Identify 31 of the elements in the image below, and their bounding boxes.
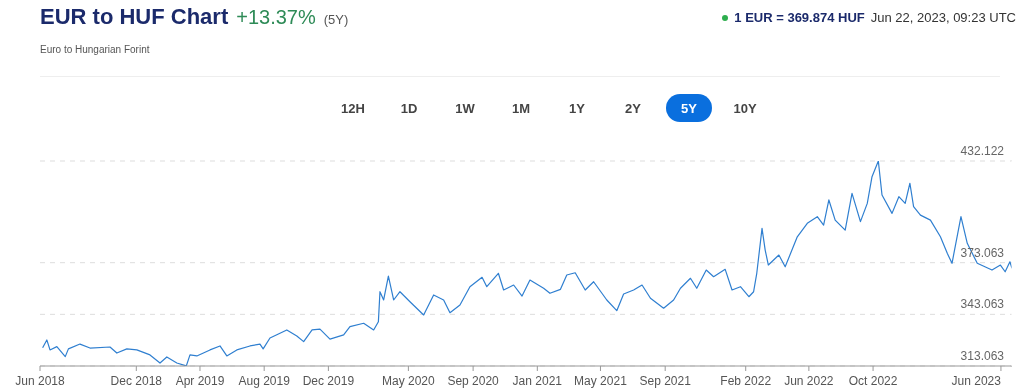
chart-subtitle: Euro to Hungarian Forint [40, 44, 150, 55]
text: 12H [340, 99, 366, 118]
x-tick-label: Dec 2019 [302, 374, 355, 388]
x-tick-label: Jun 2023 [951, 374, 1002, 388]
y-tick-label: 313.063 [960, 349, 1005, 363]
x-tick-label: May 2021 [574, 374, 628, 388]
x-tick-label: Feb 2022 [720, 374, 772, 388]
text: 2Y [624, 99, 642, 118]
x-tick-label: Jun 2022 [784, 374, 834, 388]
text: +13.37% [236, 6, 316, 29]
x-tick-label: Apr 2019 [175, 374, 225, 388]
text: 1D [399, 99, 419, 118]
x-tick-label: Jan 2021 [512, 374, 563, 388]
x-tick-label: Dec 2018 [110, 374, 163, 388]
x-tick-label: Jun 2018 [15, 374, 66, 388]
x-tick-label: Sep 2021 [639, 374, 692, 388]
y-tick-label: 343.063 [960, 297, 1005, 312]
text: 10Y [732, 99, 758, 118]
text: 1W [454, 99, 476, 118]
text: 1 EUR = 369.874 HUF [734, 10, 865, 25]
x-tick-label: May 2020 [382, 374, 436, 388]
text: 1Y [568, 99, 586, 118]
x-tick-label: Sep 2020 [447, 374, 500, 388]
text: (5Y) [323, 12, 349, 27]
chart-title: EUR to HUF Chart [40, 4, 229, 30]
text: Jun 22, 2023, 09:23 UTC [870, 10, 1016, 25]
y-tick-label: 432.122 [960, 144, 1005, 158]
text: 1M [510, 99, 532, 118]
x-tick-label: Aug 2019 [238, 374, 291, 388]
text: 5Y [666, 94, 712, 122]
x-tick-label: Oct 2022 [848, 374, 898, 388]
